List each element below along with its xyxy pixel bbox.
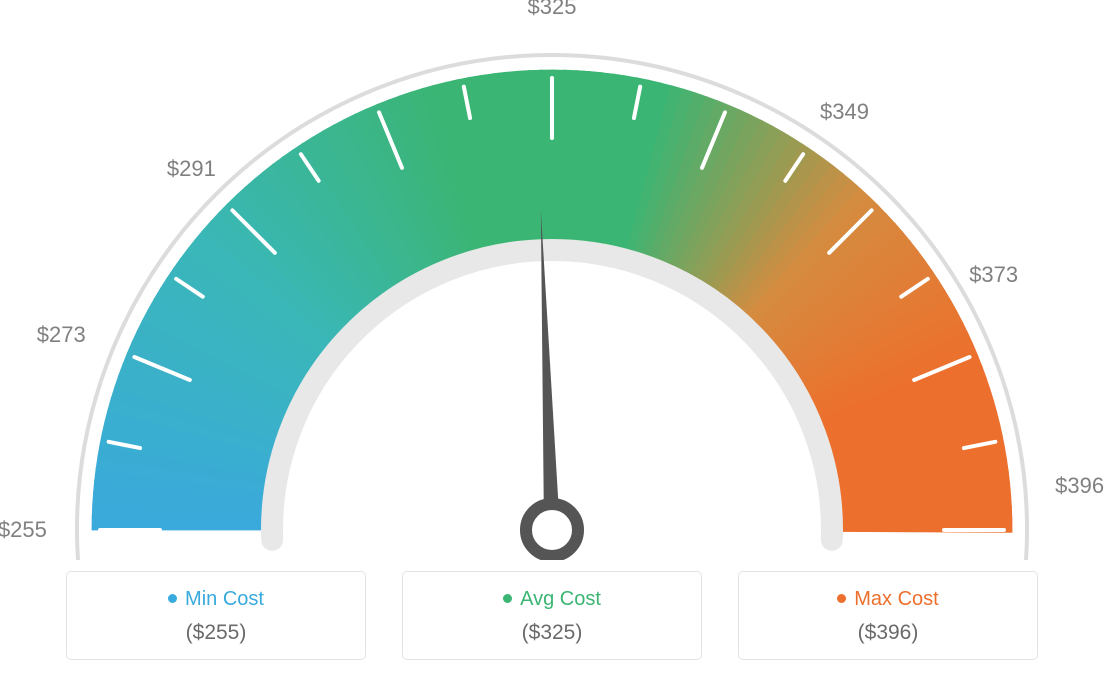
cost-gauge: $255 $273 $291 $325 $349 $373 $396 (0, 0, 1104, 560)
legend-min-card: Min Cost ($255) (66, 571, 366, 660)
legend-max-label: Max Cost (739, 588, 1037, 611)
legend-avg-value: ($325) (403, 621, 701, 645)
gauge-tick-label: $396 (1055, 473, 1104, 499)
gauge-tick-label: $349 (820, 99, 869, 125)
legend-max-value: ($396) (739, 621, 1037, 645)
legend-max-text: Max Cost (854, 588, 938, 610)
dot-icon-min (168, 594, 177, 603)
gauge-tick-label: $273 (37, 322, 86, 348)
legend-min-label: Min Cost (67, 588, 365, 611)
legend-avg-text: Avg Cost (520, 588, 601, 610)
legend-max-card: Max Cost ($396) (738, 571, 1038, 660)
legend-avg-card: Avg Cost ($325) (402, 571, 702, 660)
legend-row: Min Cost ($255) Avg Cost ($325) Max Cost… (0, 571, 1104, 660)
dot-icon-avg (503, 594, 512, 603)
gauge-tick-label: $325 (528, 0, 577, 20)
gauge-tick-label: $255 (0, 517, 47, 543)
legend-min-text: Min Cost (185, 588, 264, 610)
legend-avg-label: Avg Cost (403, 588, 701, 611)
gauge-tick-label: $373 (969, 262, 1018, 288)
dot-icon-max (837, 594, 846, 603)
gauge-tick-label: $291 (167, 156, 216, 182)
gauge-svg (0, 0, 1104, 560)
legend-min-value: ($255) (67, 621, 365, 645)
